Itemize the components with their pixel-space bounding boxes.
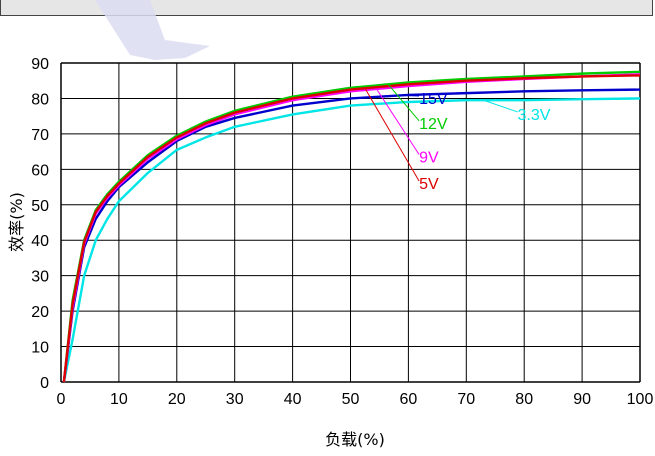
series-label: 3.3V [518, 107, 551, 124]
y-tick-label: 0 [40, 375, 49, 392]
series-labels: 3.3V 15V 12V 9V 5V [419, 91, 551, 193]
series-label: 12V [419, 116, 448, 133]
y-tick-label: 60 [31, 162, 49, 179]
series-line [62, 70, 641, 383]
x-tick-label: 40 [284, 391, 302, 408]
series-line [62, 97, 641, 383]
y-tick-label: 40 [31, 233, 49, 250]
top-banner-strip [0, 0, 653, 16]
leader-line [399, 94, 420, 97]
y-axis-title: 效率(%) [7, 192, 26, 252]
x-tick-label: 50 [342, 391, 360, 408]
y-tick-label: 20 [31, 304, 49, 321]
x-tick-label: 90 [573, 391, 591, 408]
series-line [62, 73, 641, 383]
series-label: 15V [419, 91, 448, 108]
y-tick-label: 50 [31, 198, 49, 215]
y-tick-labels: 0 10 20 30 40 50 60 70 80 90 [31, 56, 49, 392]
y-tick-label: 80 [31, 91, 49, 108]
y-tick-label: 70 [31, 127, 49, 144]
x-tick-label: 60 [400, 391, 418, 408]
grid-lines [60, 62, 641, 383]
series-line [62, 88, 641, 383]
x-tick-label: 80 [515, 391, 533, 408]
x-axis-title: 负载(%) [325, 430, 385, 449]
x-tick-label: 20 [168, 391, 186, 408]
x-tick-label: 100 [627, 391, 654, 408]
x-tick-label: 70 [457, 391, 475, 408]
leader-line [483, 99, 518, 113]
y-tick-label: 10 [31, 340, 49, 357]
label-leader-lines [364, 84, 518, 182]
series-label: 5V [419, 176, 439, 193]
series-label: 9V [419, 149, 439, 166]
leader-line [364, 88, 420, 182]
x-tick-label: 0 [57, 391, 66, 408]
x-tick-label: 30 [226, 391, 244, 408]
y-tick-label: 90 [31, 56, 49, 73]
y-tick-label: 30 [31, 269, 49, 286]
series-line [62, 74, 641, 383]
leader-line [387, 84, 420, 122]
x-tick-labels: 0 10 20 30 40 50 60 70 80 90 100 [57, 391, 654, 408]
series-lines [62, 70, 641, 383]
leader-line [376, 88, 420, 155]
x-tick-label: 10 [110, 391, 128, 408]
